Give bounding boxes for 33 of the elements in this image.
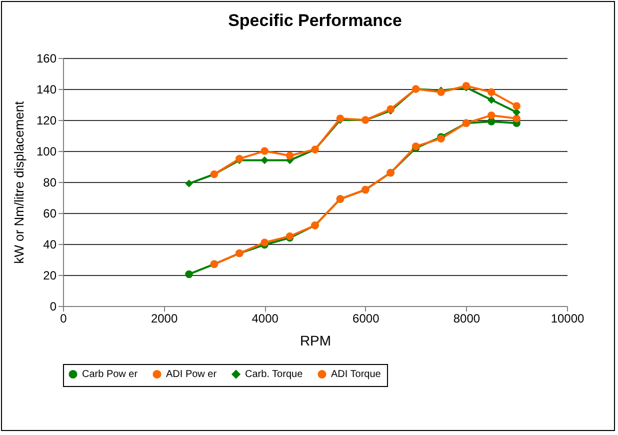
x-axis-title: RPM (300, 332, 332, 348)
point (260, 238, 268, 246)
y-axis-title: kW or Nm/litre displacement (11, 100, 26, 264)
y-tick-label: 100 (36, 144, 57, 158)
point (488, 88, 496, 96)
x-tick-label: 8000 (453, 312, 480, 326)
point (512, 102, 520, 110)
chart-title: Specific Performance (228, 11, 402, 30)
point (512, 114, 520, 122)
x-tick-label: 6000 (352, 312, 380, 326)
point (488, 96, 496, 104)
y-tick-label: 140 (36, 82, 57, 96)
x-tick-label: 4000 (252, 312, 279, 326)
y-tick-label: 160 (36, 52, 57, 66)
y-tick-label: 40 (43, 238, 57, 252)
point (260, 147, 268, 155)
y-tick-label: 0 (50, 300, 57, 314)
x-tick-label: 0 (60, 312, 68, 326)
y-tick-label: 20 (43, 268, 57, 282)
x-tick-label: 2000 (150, 312, 178, 326)
legend-label: Carb Pow er (82, 369, 138, 380)
y-tick-label: 60 (43, 206, 57, 220)
legend-label: ADI Pow er (166, 369, 218, 380)
legend-label: Carb. Torque (245, 369, 304, 380)
y-tick-label: 120 (36, 114, 57, 128)
point (260, 156, 268, 164)
legend-label: ADI Torque (331, 369, 382, 380)
point (185, 270, 193, 278)
point (488, 111, 496, 120)
point (185, 180, 193, 188)
x-tick-label: 10000 (550, 312, 585, 326)
point (286, 152, 294, 160)
y-tick-label: 80 (43, 176, 57, 190)
